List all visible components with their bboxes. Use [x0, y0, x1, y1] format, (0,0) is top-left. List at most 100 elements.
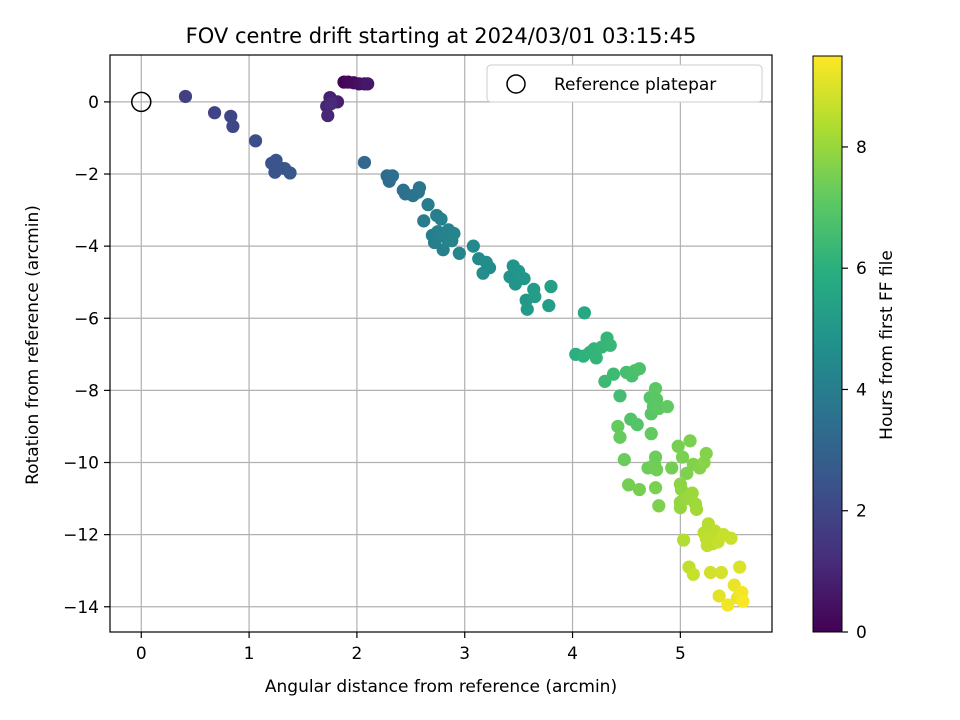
- data-point: [622, 478, 636, 492]
- data-point: [676, 533, 691, 547]
- data-point: [689, 502, 704, 516]
- y-axis-label: Rotation from reference (arcmin): [23, 205, 43, 485]
- data-point: [598, 374, 612, 388]
- colorbar: [812, 55, 843, 633]
- data-point: [427, 235, 442, 250]
- x-tick-label: 5: [675, 644, 686, 664]
- data-point: [703, 565, 718, 580]
- data-point: [699, 446, 713, 461]
- x-tick-label: 2: [351, 644, 362, 664]
- data-point: [733, 560, 747, 574]
- data-point: [648, 381, 663, 396]
- data-point: [248, 134, 263, 148]
- data-point: [632, 362, 646, 376]
- colorbar-tick-label: 8: [856, 138, 867, 158]
- data-point: [724, 531, 738, 545]
- data-point: [660, 400, 675, 414]
- data-point: [417, 214, 431, 228]
- chart-title: FOV centre drift starting at 2024/03/01 …: [186, 24, 697, 48]
- colorbar-tick-label: 4: [856, 380, 867, 400]
- x-tick-label: 0: [136, 644, 147, 664]
- data-point: [652, 499, 666, 513]
- data-point: [226, 119, 240, 134]
- data-point: [686, 567, 700, 581]
- colorbar-ticks: 0 2 4 6 8: [842, 138, 867, 643]
- data-point: [466, 239, 480, 253]
- data-point: [452, 246, 466, 260]
- data-point: [271, 160, 285, 174]
- data-point: [675, 450, 690, 464]
- y-tick-label: 0: [88, 93, 99, 113]
- plot-frame: [109, 54, 773, 633]
- data-point: [178, 89, 193, 104]
- data-point: [520, 302, 534, 316]
- y-tick-label: −4: [74, 237, 99, 257]
- y-tick-label: −2: [74, 165, 99, 185]
- data-point: [517, 271, 531, 286]
- data-point: [324, 97, 338, 111]
- data-point: [207, 106, 222, 120]
- x-tick-label: 1: [244, 644, 255, 664]
- legend-label-reference: Reference platepar: [554, 75, 716, 95]
- data-point: [685, 486, 699, 500]
- data-point: [613, 430, 627, 444]
- reference-platepar-marker: [131, 91, 152, 113]
- data-point: [611, 419, 625, 434]
- y-tick-label: −14: [63, 598, 99, 618]
- data-point: [430, 208, 444, 223]
- data-point: [644, 427, 658, 441]
- data-point: [589, 351, 603, 365]
- x-tick-label: 3: [459, 644, 470, 664]
- legend-box: [486, 64, 763, 103]
- data-point: [714, 565, 728, 580]
- x-axis-label: Angular distance from reference (arcmin): [265, 677, 617, 697]
- data-point: [603, 338, 617, 352]
- data-point: [736, 594, 750, 608]
- data-point: [577, 306, 591, 320]
- data-point: [712, 589, 726, 603]
- y-axis-ticks: 0 −2 −4 −6 −8 −10 −12 −14: [63, 93, 110, 618]
- data-point: [411, 185, 425, 199]
- colorbar-tick-label: 2: [856, 502, 867, 522]
- data-points: [178, 75, 750, 612]
- x-tick-label: 4: [567, 644, 578, 664]
- data-point: [648, 450, 663, 464]
- data-point: [606, 367, 621, 381]
- legend: Reference platepar: [486, 64, 763, 103]
- data-point: [630, 418, 644, 432]
- data-point: [617, 453, 631, 467]
- data-point: [542, 299, 556, 313]
- y-tick-label: −10: [63, 454, 99, 474]
- data-point: [447, 226, 461, 241]
- data-point: [421, 198, 435, 212]
- data-point: [385, 169, 400, 183]
- data-point: [613, 389, 627, 403]
- data-point: [321, 108, 335, 123]
- colorbar-tick-label: 6: [856, 259, 867, 279]
- data-point: [283, 166, 297, 180]
- data-point: [357, 155, 372, 170]
- data-point: [361, 77, 375, 91]
- y-tick-label: −8: [74, 381, 99, 401]
- data-point: [528, 290, 542, 304]
- y-tick-label: −6: [74, 309, 99, 329]
- data-point: [544, 279, 558, 294]
- x-axis-ticks: 0 1 2 3 4 5: [136, 632, 686, 664]
- data-point: [482, 261, 497, 275]
- legend-marker-reference: [506, 74, 526, 94]
- data-point: [224, 109, 238, 123]
- data-point: [665, 461, 679, 475]
- data-point: [436, 243, 450, 257]
- y-tick-label: −12: [63, 526, 99, 546]
- colorbar-label: Hours from first FF file: [877, 250, 897, 440]
- data-point: [683, 434, 697, 448]
- data-point: [671, 439, 685, 453]
- data-point: [721, 598, 735, 612]
- data-point: [650, 463, 664, 477]
- reference-point-marker: [131, 91, 152, 113]
- colorbar-tick-label: 0: [856, 623, 867, 643]
- data-point: [648, 481, 663, 495]
- data-point: [632, 482, 646, 497]
